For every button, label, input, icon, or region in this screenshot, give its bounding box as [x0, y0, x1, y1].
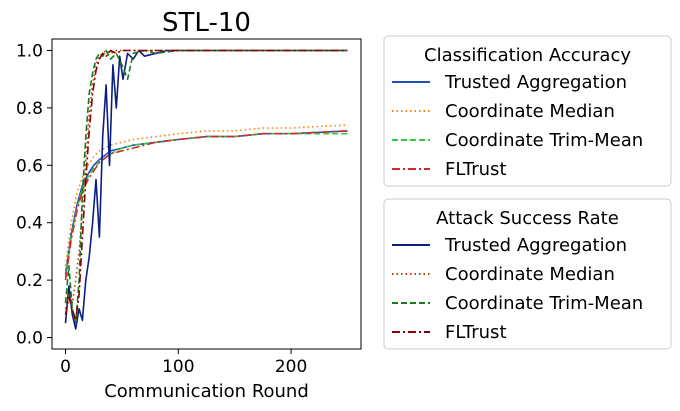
legend-entry-label: FLTrust	[445, 322, 507, 343]
y-tick-label: 0.0	[16, 329, 43, 349]
legend-entry-label: Coordinate Trim-Mean	[445, 293, 643, 314]
legend-box-1: Classification Accuracy Trusted Aggregati…	[383, 35, 672, 187]
y-tick-label: 0.2	[16, 271, 43, 291]
y-tick-label: 0.8	[16, 99, 43, 119]
legend-entry-label: Trusted Aggregation	[444, 72, 627, 93]
series-line-2	[64, 124, 348, 266]
series-line-3	[64, 132, 348, 278]
legend-title: Attack Success Rate	[436, 208, 619, 229]
series-line-8	[64, 49, 348, 322]
series-line-1	[64, 130, 348, 275]
legend-frame	[383, 198, 672, 350]
series-line-5	[64, 49, 348, 330]
series-layer	[64, 49, 348, 330]
series-line-6	[64, 49, 348, 309]
legend-entry-label: Coordinate Trim-Mean	[445, 130, 643, 151]
legend-frame	[383, 35, 672, 187]
chart-title: STL-10	[162, 8, 251, 38]
x-tick-label: 0	[60, 357, 71, 377]
legend-title: Classification Accuracy	[424, 45, 631, 66]
x-axis: 0 100 200	[60, 349, 307, 377]
x-axis-label: Communication Round	[104, 381, 309, 402]
x-tick-label: 200	[275, 357, 307, 377]
plot-area	[51, 38, 362, 350]
x-tick-label: 100	[162, 357, 194, 377]
y-tick-label: 0.6	[16, 156, 43, 176]
legend-entry-label: Trusted Aggregation	[444, 235, 627, 256]
legend-entry-label: Coordinate Median	[445, 264, 615, 285]
y-tick-label: 0.4	[16, 214, 43, 234]
series-line-4	[64, 130, 348, 281]
series-line-7	[64, 49, 348, 325]
y-tick-label: 1.0	[16, 41, 43, 61]
y-axis: 0.0 0.2 0.4 0.6 0.8 1.0	[16, 41, 52, 349]
legend-layer: Classification Accuracy Trusted Aggregati…	[383, 35, 672, 350]
legend-entry-label: Coordinate Median	[445, 101, 615, 122]
legend-entry-label: FLTrust	[445, 159, 507, 180]
legend-box-2: Attack Success Rate Trusted Aggregation Co…	[383, 198, 672, 350]
